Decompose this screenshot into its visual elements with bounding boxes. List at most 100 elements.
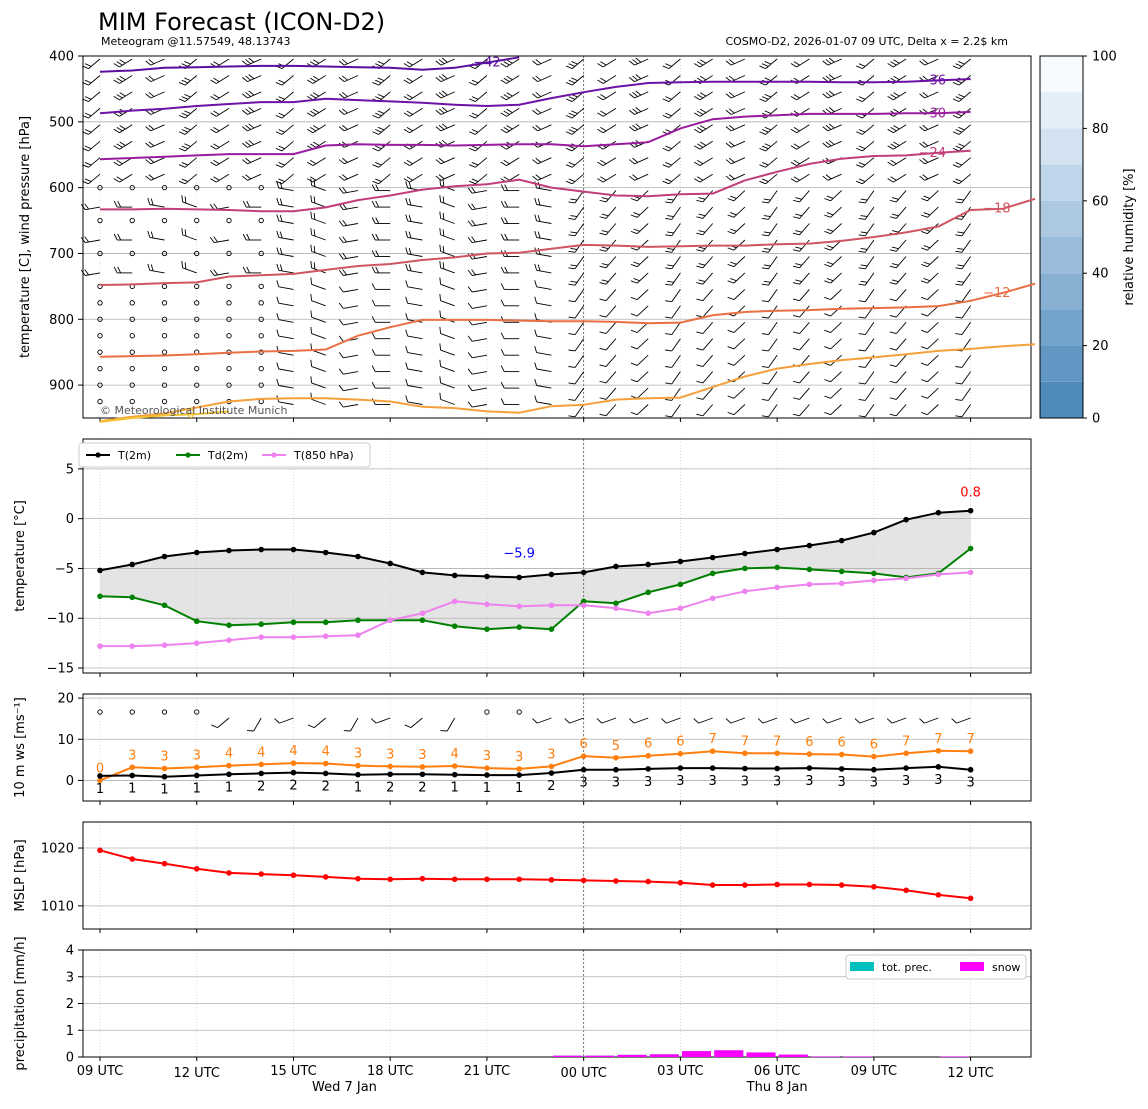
upper-wind-barb-shaft xyxy=(214,272,230,276)
upper-wind-barb-flag xyxy=(635,123,642,129)
upper-wind-calm xyxy=(226,184,232,191)
upper-wind-calm xyxy=(258,250,264,257)
upper-wind-calm xyxy=(161,365,168,372)
upper-wind-barb-flag xyxy=(506,59,513,64)
upper-wind-barb-shaft xyxy=(699,173,713,183)
upper-wind-barb-shaft xyxy=(311,366,326,373)
upper-wind-calm xyxy=(194,398,200,405)
temperature-series-0-point xyxy=(645,561,651,568)
upper-wind-barb-flag xyxy=(890,61,897,66)
upper-wind-barb xyxy=(662,157,681,168)
upper-wind-barb-shaft xyxy=(864,322,875,335)
upper-wind-barb-flag xyxy=(500,200,505,208)
upper-wind-barb-flag xyxy=(377,126,385,131)
gust-value-label: 4 xyxy=(225,747,233,762)
upper-wind-barb-shaft xyxy=(605,190,617,203)
upper-wind-barb-flag xyxy=(952,65,960,70)
upper-wind-barb-shaft xyxy=(378,108,391,119)
upper-wind-barb xyxy=(469,173,488,185)
upper-wind-barb xyxy=(824,321,842,333)
upper-wind-barb xyxy=(500,58,520,68)
upper-wind-barb-flag xyxy=(467,385,473,391)
upper-wind-barb-shaft xyxy=(864,256,875,270)
upper-wind-barb xyxy=(792,256,810,269)
upper-wind-barb-shaft xyxy=(311,250,326,257)
upper-wind-barb xyxy=(662,91,681,102)
upper-wind-barb xyxy=(338,269,359,276)
temperature-series-1-point xyxy=(967,545,974,552)
upper-wind-barb-flag xyxy=(957,280,965,283)
surface-wind-barb-flag xyxy=(440,730,448,732)
upper-wind-calm xyxy=(194,333,200,339)
temperature-series-2-point xyxy=(871,577,877,584)
upper-wind-barb-flag xyxy=(792,347,800,351)
upper-wind-barb xyxy=(338,302,359,309)
upper-wind-barb-flag xyxy=(699,75,707,81)
upper-wind-barb-flag xyxy=(116,127,123,132)
mslp-series-point xyxy=(129,856,136,862)
upper-wind-barb-flag xyxy=(275,98,283,102)
upper-wind-barb-flag xyxy=(471,145,479,150)
legend-entry-label: snow xyxy=(992,961,1020,974)
upper-wind-barb xyxy=(405,247,423,257)
upper-wind-barb xyxy=(629,173,649,181)
upper-wind-barb-flag xyxy=(633,277,640,282)
upper-wind-barb xyxy=(696,256,714,269)
upper-wind-barb xyxy=(858,223,875,237)
upper-wind-barb-flag xyxy=(923,195,931,199)
surface-wind-barb-shaft xyxy=(633,717,649,724)
upper-wind-barb-flag xyxy=(629,76,635,82)
upper-wind-barb-shaft xyxy=(88,108,101,119)
upper-wind-barb-flag xyxy=(920,313,928,317)
upper-wind-barb-shaft xyxy=(864,289,875,302)
upper-wind-barb-shaft xyxy=(827,58,842,66)
upper-wind-barb-flag xyxy=(696,110,704,115)
upper-wind-barb-flag xyxy=(338,385,344,391)
upper-wind-calm xyxy=(129,250,135,257)
wind-gust-point xyxy=(677,750,684,757)
upper-wind-barb xyxy=(469,157,488,168)
upper-wind-barb-flag xyxy=(405,230,409,238)
upper-wind-barb-shaft xyxy=(85,206,101,211)
upper-wind-barb-flag xyxy=(147,197,151,205)
upper-wind-barb-flag xyxy=(312,75,320,81)
upper-wind-barb-flag xyxy=(955,112,962,117)
upper-wind-barb xyxy=(338,91,359,99)
upper-wind-barb-flag xyxy=(534,329,538,337)
upper-wind-barb-flag xyxy=(506,92,513,97)
temperature-series-2-point xyxy=(967,569,974,576)
surface-wind-barb xyxy=(532,717,552,724)
upper-wind-barb-flag xyxy=(957,264,965,267)
upper-wind-barb xyxy=(725,107,746,115)
upper-wind-barb-shaft xyxy=(150,91,165,99)
upper-wind-barb xyxy=(435,107,455,115)
upper-wind-barb-flag xyxy=(371,381,376,389)
upper-wind-calm xyxy=(258,365,264,372)
upper-wind-barb-flag xyxy=(761,398,769,401)
gust-value-label: 3 xyxy=(483,749,491,764)
upper-wind-barb-flag xyxy=(887,161,894,167)
upper-wind-barb-flag xyxy=(630,263,638,268)
upper-wind-barb-flag xyxy=(312,108,320,114)
upper-wind-barb-shaft xyxy=(924,173,939,181)
upper-wind-barb xyxy=(694,91,713,101)
upper-wind-barb-flag xyxy=(439,261,442,268)
upper-wind-barb xyxy=(310,376,326,389)
day-label: Wed 7 Jan xyxy=(312,1080,377,1095)
mean-wind-value-label: 3 xyxy=(612,776,620,791)
upper-wind-barb-flag xyxy=(568,333,576,336)
upper-wind-barb-flag xyxy=(84,162,92,166)
upper-wind-barb-shaft xyxy=(184,108,197,119)
upper-wind-barb-shaft xyxy=(472,206,487,211)
upper-wind-barb-flag xyxy=(920,247,928,251)
upper-wind-barb-shaft xyxy=(571,124,584,135)
upper-wind-barb-shaft xyxy=(184,157,197,168)
upper-wind-barb-flag xyxy=(920,362,928,366)
gust-value-label: 7 xyxy=(773,734,781,749)
upper-wind-barb-shaft xyxy=(281,91,294,102)
upper-wind-barb-flag xyxy=(438,59,445,65)
upper-wind-barb-flag xyxy=(245,59,251,65)
upper-wind-barb-flag xyxy=(635,57,642,63)
upper-wind-barb-flag xyxy=(665,366,672,368)
upper-wind-barb xyxy=(665,206,681,220)
